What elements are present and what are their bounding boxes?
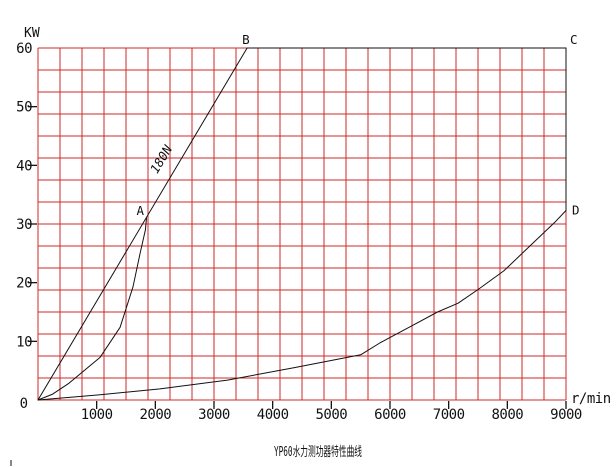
x-tick-label: 3000 (198, 407, 230, 423)
x-tick-label: 4000 (257, 407, 289, 423)
series-min-load-curve-O-D (37, 210, 567, 401)
y-tick-label: 30 (16, 217, 32, 233)
x-tick-label: 2000 (139, 407, 171, 423)
chart-title: YP60水力测功器特性曲线 (274, 445, 362, 460)
curve-label-D: D (572, 203, 580, 218)
x-tick-label: 7000 (433, 407, 465, 423)
curve-label-A: A (137, 203, 145, 218)
y-tick-label: 60 (16, 41, 32, 57)
curve-label-180N: 180N (147, 142, 176, 176)
curve-label-B: B (242, 32, 250, 47)
y-tick-label: 10 (16, 334, 32, 350)
series-full-load-curve-O-A (37, 217, 147, 401)
y-tick-label: 40 (16, 158, 32, 174)
y-tick-label: 20 (16, 276, 32, 292)
x-tick-label: 1000 (81, 407, 113, 423)
origin-label: 0 (20, 396, 28, 412)
x-tick-label: 6000 (374, 407, 406, 423)
x-tick-label: 5000 (315, 407, 347, 423)
y-tick-label: 50 (16, 100, 32, 116)
x-tick-label: 9000 (550, 407, 582, 423)
y-axis-unit-label: KW (24, 26, 40, 41)
series-torque-line-180N (37, 47, 248, 401)
x-axis-unit-label: r/min (571, 391, 611, 407)
curve-label-C: C (570, 32, 578, 47)
x-tick-label: 8000 (491, 407, 523, 423)
